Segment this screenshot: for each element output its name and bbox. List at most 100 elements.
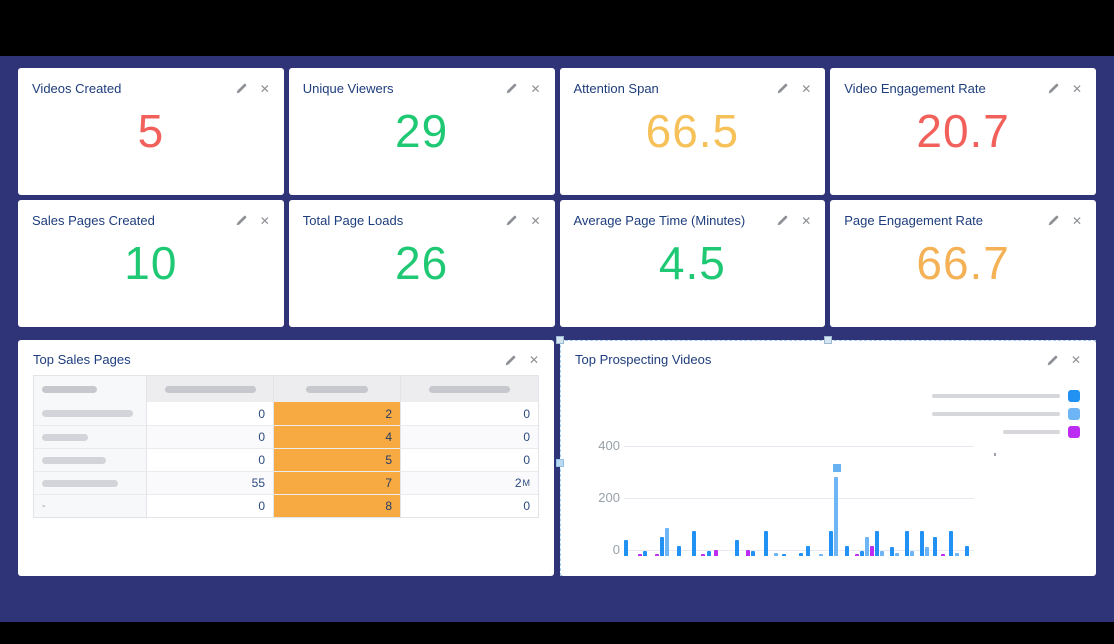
bar-series-2-light-blue <box>665 528 669 556</box>
close-icon[interactable]: ✕ <box>530 81 541 96</box>
legend-swatch <box>1068 426 1080 438</box>
edit-icon[interactable] <box>235 214 248 227</box>
redacted-legend-label <box>932 394 1060 398</box>
close-icon[interactable]: ✕ <box>259 213 270 228</box>
close-icon[interactable]: ✕ <box>1071 81 1082 96</box>
redacted-header-label <box>429 385 510 393</box>
bar-series-3-magenta <box>701 554 705 556</box>
card-header: Attention Span ✕ <box>574 81 812 96</box>
highlighted-value-cell: 5 <box>273 448 400 471</box>
edit-icon[interactable] <box>1046 354 1059 367</box>
metric-card: Sales Pages Created ✕ 10 <box>18 200 284 327</box>
card-header: Sales Pages Created ✕ <box>32 213 270 228</box>
panel-header: Top Prospecting Videos ✕ <box>560 340 1096 367</box>
metric-card: Total Page Loads ✕ 26 <box>288 200 555 327</box>
card-header: Total Page Loads ✕ <box>303 213 541 228</box>
y-axis-tick-label: 0 <box>612 542 620 557</box>
table-header-row <box>34 376 538 402</box>
axis-tick-dot <box>994 453 996 456</box>
row-label-cell <box>34 471 146 494</box>
bar-series-1-blue <box>764 531 768 556</box>
table-header-cell <box>400 376 538 402</box>
card-header: Average Page Time (Minutes) ✕ <box>574 213 812 228</box>
card-title: Attention Span <box>573 81 659 96</box>
bar-series-1-blue <box>643 550 647 556</box>
edit-icon[interactable] <box>505 82 518 95</box>
bar-series-1-blue <box>624 540 628 556</box>
value-cell: 0 <box>400 402 538 425</box>
bar-series-2-light-blue <box>774 552 778 556</box>
metric-card: Attention Span ✕ 66.5 <box>559 68 826 195</box>
legend-swatch <box>1068 408 1080 420</box>
bar-series-3-magenta <box>941 553 945 556</box>
highlighted-value-cell: 4 <box>273 425 400 448</box>
close-icon[interactable]: ✕ <box>259 81 270 96</box>
panel-title: Top Sales Pages <box>33 352 131 367</box>
close-icon[interactable]: ✕ <box>530 213 541 228</box>
bar-series-1-blue <box>860 550 864 556</box>
legend-item[interactable] <box>1003 426 1080 438</box>
card-title: Average Page Time (Minutes) <box>573 213 746 228</box>
redacted-legend-label <box>932 412 1060 416</box>
dashboard-canvas: Videos Created ✕ 5 Unique Viewers ✕ 29 A… <box>0 56 1114 622</box>
value-cell: 0 <box>400 494 538 517</box>
metric-value: 26 <box>395 237 449 289</box>
edit-icon[interactable] <box>776 214 789 227</box>
value-cell: 0 <box>146 402 273 425</box>
top-prospecting-videos-panel: Top Prospecting Videos ✕ 0 200 400 <box>556 336 1096 576</box>
highlighted-value-cell: 2 <box>273 402 400 425</box>
bar-series-1-blue <box>829 531 833 556</box>
close-icon[interactable]: ✕ <box>801 213 812 228</box>
bar-series-1-blue <box>782 554 786 556</box>
card-header: Page Engagement Rate ✕ <box>844 213 1082 228</box>
edit-icon[interactable] <box>1047 82 1060 95</box>
bar-series-1-blue <box>799 553 803 556</box>
metric-card: Video Engagement Rate ✕ 20.7 <box>830 68 1096 195</box>
bar-series-3-magenta <box>638 554 642 556</box>
table-header-cell <box>273 376 400 402</box>
row-label-cell: - <box>34 494 146 517</box>
drag-handle-center[interactable] <box>833 464 841 472</box>
legend-item[interactable] <box>932 408 1080 420</box>
table-row: 55 7 2 M <box>34 471 538 494</box>
resize-handle-top-left[interactable] <box>556 336 564 344</box>
close-icon[interactable]: ✕ <box>528 353 539 367</box>
edit-icon[interactable] <box>1047 214 1060 227</box>
row-label: - <box>42 500 46 512</box>
row-label-cell <box>34 402 146 425</box>
card-title: Videos Created <box>32 81 122 96</box>
row-label-cell <box>34 425 146 448</box>
close-icon[interactable]: ✕ <box>1070 353 1081 367</box>
bar-series-3-magenta <box>855 553 859 556</box>
close-icon[interactable]: ✕ <box>1071 213 1082 228</box>
legend-item[interactable] <box>932 390 1080 402</box>
close-icon[interactable]: ✕ <box>801 81 812 96</box>
edit-icon[interactable] <box>776 82 789 95</box>
highlighted-value-cell: 8 <box>273 494 400 517</box>
bar-series-2-light-blue <box>880 550 884 556</box>
edit-icon[interactable] <box>505 214 518 227</box>
legend-swatch <box>1068 390 1080 402</box>
edit-icon[interactable] <box>504 354 517 367</box>
resize-handle-top-center[interactable] <box>824 336 832 344</box>
bar-series-3-magenta <box>746 550 750 556</box>
card-header: Video Engagement Rate ✕ <box>844 81 1082 96</box>
bar-series-1-blue <box>845 545 849 556</box>
metric-value: 20.7 <box>916 105 1010 157</box>
bar-series-2-light-blue <box>865 537 869 556</box>
bar-series-1-blue <box>751 550 755 556</box>
redacted-header-label <box>42 385 97 393</box>
edit-icon[interactable] <box>235 82 248 95</box>
resize-handle-left-middle[interactable] <box>556 459 564 467</box>
bar-series-1-blue <box>905 531 909 556</box>
bar-series-1-blue <box>920 531 924 556</box>
redacted-row-label <box>42 456 106 464</box>
bar-series-1-blue <box>965 545 969 556</box>
redacted-header-label <box>164 385 256 393</box>
value-cell: 0 <box>146 425 273 448</box>
bar-series-2-light-blue <box>819 553 823 556</box>
